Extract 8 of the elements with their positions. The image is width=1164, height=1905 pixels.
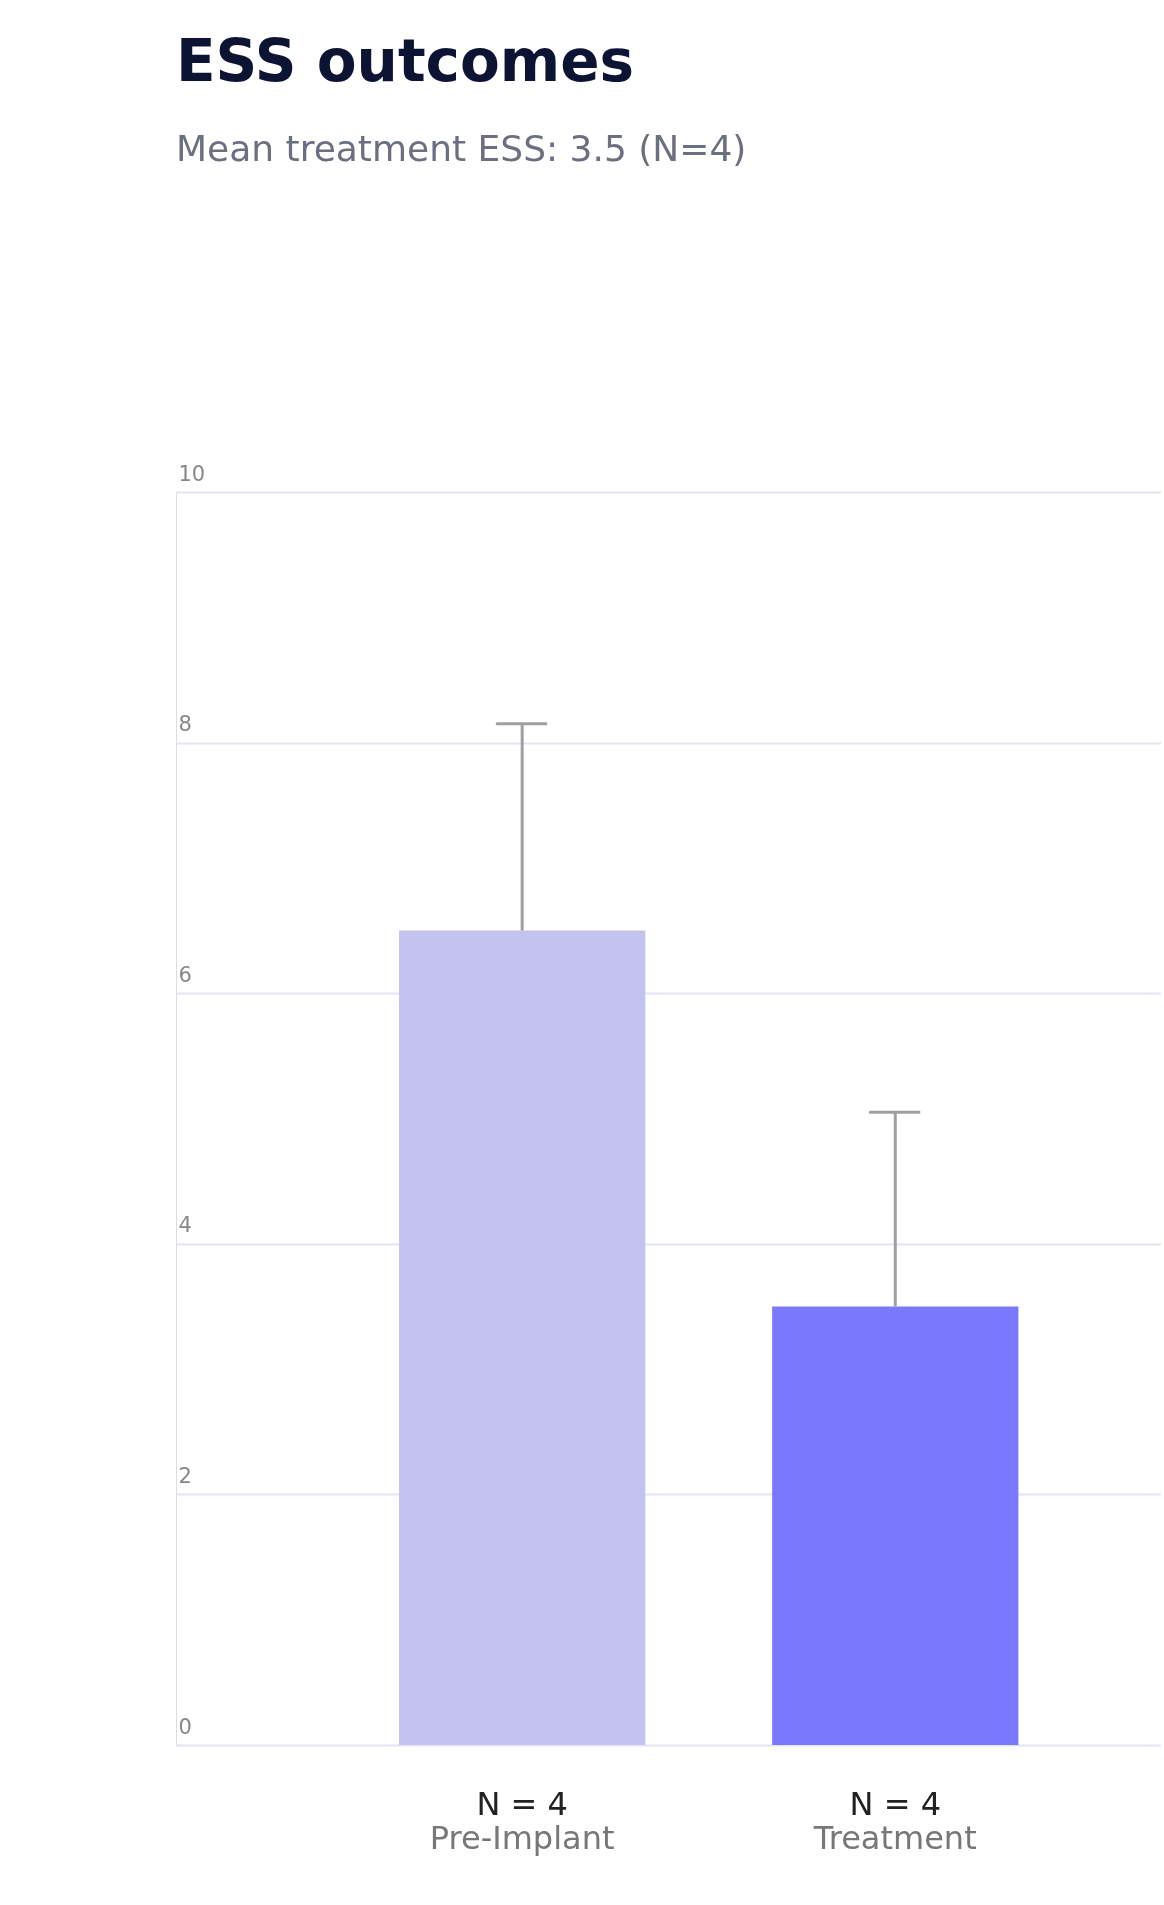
- chart-subtitle: Mean treatment ESS: 3.5 (N=4): [176, 128, 747, 169]
- y-tick-label: 0: [178, 1714, 192, 1739]
- chart-title: ESS outcomes: [176, 27, 635, 95]
- y-tick-label: 10: [178, 461, 206, 486]
- y-tick-label: 4: [178, 1213, 192, 1238]
- y-tick-label: 6: [178, 962, 192, 987]
- y-tick-label: 8: [178, 712, 192, 737]
- y-tick-label: 2: [178, 1463, 192, 1488]
